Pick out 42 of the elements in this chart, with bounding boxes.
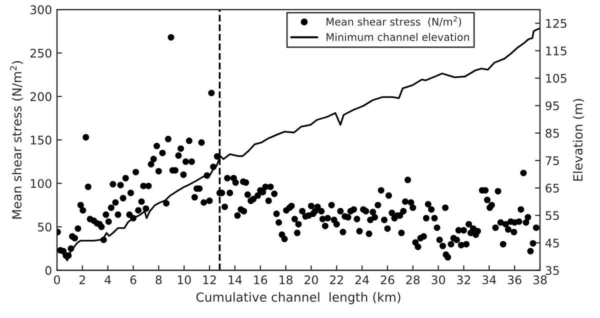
y-tick-label: 0 xyxy=(45,266,52,275)
legend-label: Minimum channel elevation xyxy=(326,32,470,42)
x-tick-label: 30 xyxy=(432,275,446,284)
y2-tick-label: 55 xyxy=(546,211,559,220)
y-tick-label: 150 xyxy=(30,136,52,145)
x-tick-label: 4 xyxy=(104,276,111,284)
x-tick-label: 32 xyxy=(457,275,470,284)
x-tick-label: 38 xyxy=(533,275,547,284)
y-tick-label: 100 xyxy=(30,179,52,188)
y-tick-label: 250 xyxy=(30,48,52,58)
y-axis-title: Mean shear stress (N/m$^{2}$) xyxy=(10,61,24,219)
legend-label: Mean shear stress (N/m$^{2}$) xyxy=(326,16,462,27)
x-tick-label: 36 xyxy=(508,275,522,284)
x-tick-label: 2 xyxy=(80,275,85,284)
y-tick-label: 50 xyxy=(38,222,52,232)
x-tick-label: 16 xyxy=(254,275,268,284)
x-tick-label: 28 xyxy=(406,275,420,284)
x-axis-title: Cumulative channel length (km) xyxy=(196,292,400,304)
x-tick-label: 26 xyxy=(380,275,394,284)
y-tick-label: 300 xyxy=(30,5,52,14)
y2-tick-label: 95 xyxy=(546,101,559,110)
y2-tick-label: 75 xyxy=(546,156,559,166)
x-tick-label: 6 xyxy=(130,275,136,284)
x-tick-label: 20 xyxy=(304,275,318,284)
x-tick-label: 10 xyxy=(178,275,191,284)
y-tick-label: 200 xyxy=(30,92,52,102)
y2-tick-label: 85 xyxy=(546,128,559,138)
x-tick-label: 0 xyxy=(54,275,60,284)
x-tick-label: 18 xyxy=(280,275,292,284)
y2-axis-title: Elevation (m) xyxy=(572,99,584,181)
x-tick-label: 24 xyxy=(355,275,369,284)
y2-tick-label: 65 xyxy=(546,184,559,193)
y2-tick-label: 45 xyxy=(545,238,559,248)
y2-tick-label: 35 xyxy=(546,266,559,275)
y2-tick-label: 105 xyxy=(546,74,566,83)
x-tick-label: 8 xyxy=(156,275,162,284)
x-tick-label: 34 xyxy=(482,275,496,284)
x-tick-label: 14 xyxy=(228,276,242,284)
y2-tick-label: 125 xyxy=(546,18,566,28)
x-tick-label: 12 xyxy=(203,275,216,284)
y2-tick-label: 115 xyxy=(546,46,566,56)
x-tick-label: 22 xyxy=(330,275,343,284)
